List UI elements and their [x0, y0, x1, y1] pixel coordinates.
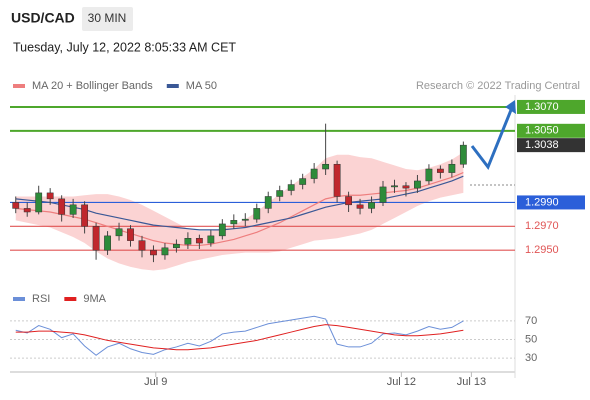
candle-body [345, 196, 352, 206]
candle-body [287, 184, 295, 191]
candle-body [127, 228, 134, 241]
candle-body [379, 186, 387, 203]
x-tick-label: Jul 12 [387, 376, 416, 388]
candle-body [138, 240, 146, 251]
rsi-tick-label: 70 [525, 315, 537, 327]
candle-body [322, 163, 330, 170]
current-price: 1.3038 [525, 139, 559, 151]
candle-body [414, 180, 421, 189]
candle-body [436, 168, 444, 173]
rsi-line [15, 324, 464, 351]
timeframe-button[interactable] [82, 7, 133, 31]
rsi-tick-label: 50 [525, 333, 537, 345]
candle-body [276, 190, 284, 197]
candle-body [46, 192, 54, 200]
level-label-box [517, 123, 585, 138]
candle-body [104, 235, 111, 251]
candle-body [230, 220, 238, 225]
level-label: 1.2990 [525, 196, 559, 208]
candle-body [69, 204, 77, 215]
rsi-tick-label: 30 [525, 352, 537, 364]
candle-body [92, 226, 100, 251]
candle-body [207, 235, 215, 244]
legend-label: MA 50 [186, 80, 217, 92]
legend-swatch [64, 297, 77, 301]
level-label: 1.3050 [525, 125, 559, 137]
level-label: 1.2970 [525, 220, 559, 232]
legend-label: MA 20 + Bollinger Bands [32, 80, 153, 92]
legend-swatch [166, 84, 179, 88]
candle-body [150, 249, 157, 256]
candle-body [448, 163, 456, 173]
candle-body [333, 163, 341, 197]
level-label: 1.3070 [525, 101, 559, 113]
candle-body [195, 238, 203, 244]
ma-line [15, 172, 464, 247]
legend-swatch [13, 84, 25, 88]
candle-body [425, 168, 433, 182]
candle-body [391, 185, 398, 188]
legend-label: 9MA [83, 293, 106, 305]
candle-body [35, 192, 43, 213]
forecast-arrow [470, 109, 513, 171]
candle-body [264, 196, 272, 209]
ma-line [15, 175, 464, 231]
candle-body [184, 238, 192, 245]
legend-swatch [13, 297, 25, 301]
candle-body [368, 202, 375, 209]
current-price-box [517, 138, 585, 153]
legend-label: RSI [32, 293, 50, 305]
level-label-box [517, 195, 585, 210]
candle-body [81, 204, 89, 227]
candle-body [58, 198, 66, 215]
candle-body [23, 208, 31, 213]
subtitle: Tuesday, July 12, 2022 8:05:33 AM CET [13, 40, 236, 54]
timeframe[interactable]: 30 MIN [88, 11, 127, 25]
candle-body [402, 185, 410, 189]
candle-body [173, 243, 180, 249]
candle-body [218, 223, 226, 237]
candle-body [115, 228, 123, 237]
candle-body [299, 178, 307, 185]
candle-body [310, 168, 318, 179]
source: Research © 2022 Trading Central [416, 80, 580, 92]
level-label: 1.2950 [525, 244, 559, 256]
x-tick-label: Jul 13 [457, 376, 486, 388]
candle-body [241, 218, 249, 221]
forecast-arrowhead [505, 100, 516, 114]
x-tick-label: Jul 9 [144, 376, 167, 388]
candle-body [356, 204, 364, 209]
candle-body [161, 247, 169, 256]
candle-body [12, 202, 20, 209]
candle-body [459, 144, 467, 165]
level-label-box [517, 99, 585, 114]
candle-body [253, 208, 261, 220]
bollinger-band [15, 152, 464, 271]
chart-title: USD/CAD [11, 10, 75, 26]
